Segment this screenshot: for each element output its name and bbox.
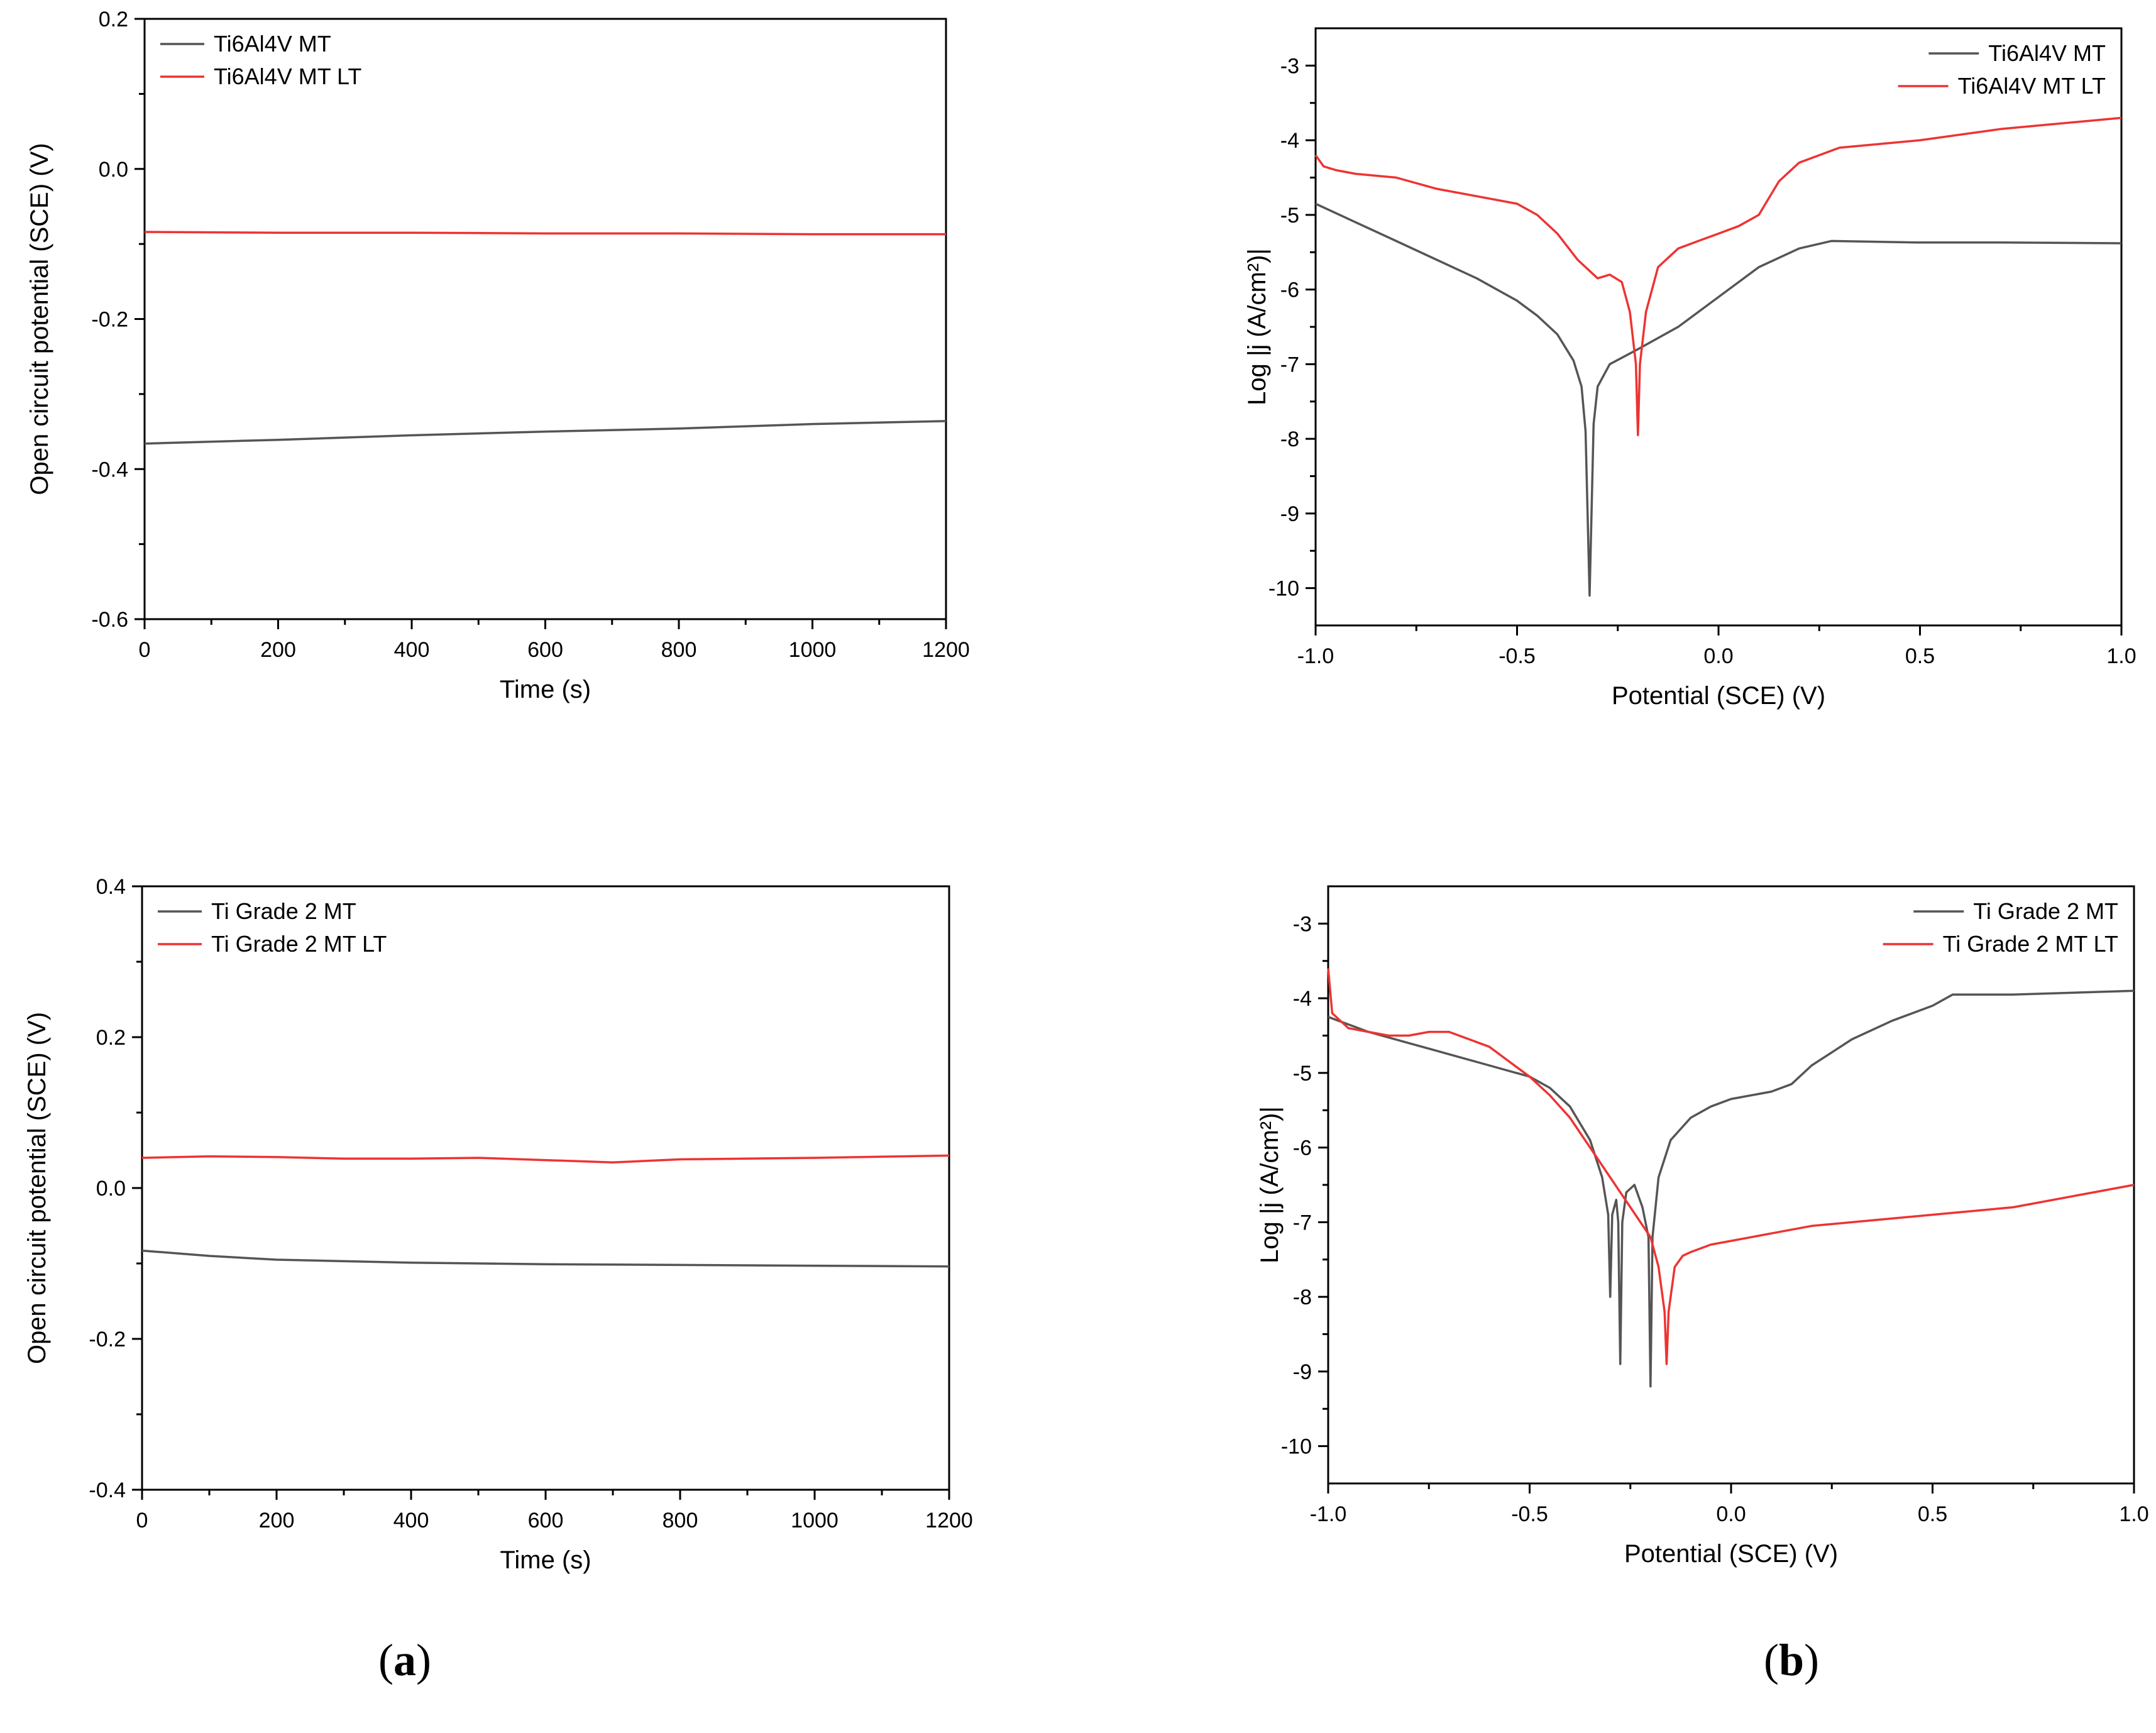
x-tick-label: 800	[661, 638, 697, 662]
y-tick-label: 0.2	[96, 1026, 126, 1050]
legend-label: Ti6Al4V MT LT	[1958, 73, 2106, 99]
y-axis-title: Open circuit potential (SCE) (V)	[26, 143, 53, 495]
series-line-mt	[1315, 202, 2122, 597]
series-line-mt-lt	[1314, 116, 2122, 436]
y-tick-label: -8	[1293, 1285, 1312, 1309]
y-tick-label: -6	[1280, 278, 1299, 302]
x-axis-title: Time (s)	[500, 1546, 591, 1574]
panel-label-a: (a)	[378, 1635, 431, 1685]
x-tick-label: 0	[136, 1509, 148, 1532]
y-tick-label: 0.0	[99, 158, 128, 182]
legend-label: Ti Grade 2 MT LT	[1943, 931, 2118, 957]
y-tick-label: -10	[1268, 577, 1299, 601]
x-tick-label: 1000	[789, 638, 837, 662]
y-tick-label: -5	[1293, 1062, 1312, 1086]
y-tick-label: 0.2	[99, 8, 128, 31]
series-line-mt	[144, 420, 947, 445]
y-tick-label: -9	[1280, 502, 1299, 526]
legend-label: Ti Grade 2 MT	[1973, 898, 2118, 924]
x-tick-label: 800	[663, 1509, 698, 1532]
series-line-mt	[141, 1249, 950, 1268]
y-tick-label: -0.4	[91, 458, 128, 481]
x-tick-label: 400	[394, 638, 430, 662]
y-tick-label: -10	[1281, 1435, 1312, 1459]
plot-frame	[1327, 885, 2135, 1485]
plot-frame	[143, 18, 947, 620]
x-tick-label: 0	[139, 638, 151, 662]
y-tick-label: -6	[1293, 1136, 1312, 1160]
x-tick-label: 1200	[922, 638, 970, 662]
y-tick-label: -7	[1280, 353, 1299, 377]
y-tick-label: -9	[1293, 1360, 1312, 1384]
legend-label: Ti Grade 2 MT	[211, 898, 356, 924]
y-tick-label: -4	[1280, 129, 1299, 153]
x-tick-label: -1.0	[1297, 644, 1334, 668]
x-tick-label: 1200	[925, 1509, 973, 1532]
chart-pol-ti-grade2: -1.0 -0.5 0.0 0.5 1.0 -10 -9 -8 -7 -6 -5 -4 -3 Potent…	[1256, 885, 2149, 1568]
plot-frame	[141, 885, 950, 1491]
y-axis-title: Log |j (A/cm²)|	[1256, 1106, 1284, 1263]
y-tick-label: -5	[1280, 204, 1299, 228]
y-tick-label: -4	[1293, 987, 1312, 1011]
legend-label: Ti6Al4V MT	[214, 31, 331, 57]
x-tick-label: -1.0	[1310, 1502, 1347, 1526]
x-tick-label: 0.5	[1905, 644, 1935, 668]
y-tick-label: 0.0	[96, 1177, 126, 1201]
x-axis-title: Potential (SCE) (V)	[1612, 682, 1825, 710]
legend-label: Ti Grade 2 MT LT	[211, 931, 387, 957]
legend-label: Ti6Al4V MT LT	[214, 63, 361, 89]
x-tick-label: 200	[260, 638, 296, 662]
x-tick-label: 0.0	[1716, 1502, 1746, 1526]
x-tick-label: 0.0	[1703, 644, 1733, 668]
panel-label-b: (b)	[1764, 1635, 1820, 1685]
x-tick-label: 600	[527, 638, 563, 662]
y-tick-label: -3	[1280, 54, 1299, 78]
x-tick-label: 1000	[791, 1509, 839, 1532]
x-tick-label: 200	[259, 1509, 295, 1532]
chart-pol-ti6al4v: -1.0 -0.5 0.0 0.5 1.0 -10 -9 -8 -7 -6 -5 -4 -3 Potent…	[1243, 27, 2137, 710]
series-line-mt-lt	[1327, 968, 2135, 1365]
x-tick-label: -0.5	[1499, 644, 1536, 668]
x-tick-label: 400	[393, 1509, 429, 1532]
y-tick-label: -0.6	[91, 608, 128, 632]
x-tick-label: 0.5	[1918, 1502, 1947, 1526]
y-tick-label: -3	[1293, 912, 1312, 936]
series-line-mt-lt	[144, 231, 946, 236]
x-tick-label: -0.5	[1511, 1502, 1548, 1526]
chart-ocp-ti-grade2: 0 200 400 600 800 1000 1200 -0.4 -0.2 0.0 0.2 0.4 Ti…	[23, 875, 973, 1574]
y-tick-label: -8	[1280, 427, 1299, 451]
x-tick-label: 1.0	[2119, 1502, 2148, 1526]
y-tick-label: -0.2	[89, 1328, 126, 1351]
series-line-mt	[1328, 989, 2135, 1388]
x-axis-title: Potential (SCE) (V)	[1624, 1540, 1838, 1568]
x-tick-label: 600	[528, 1509, 564, 1532]
y-tick-label: -0.4	[89, 1478, 126, 1502]
legend-label: Ti6Al4V MT	[1988, 40, 2106, 66]
plot-frame	[1314, 27, 2123, 627]
x-axis-title: Time (s)	[500, 676, 591, 703]
panel-label-b-letter: b	[1778, 1635, 1805, 1685]
panel-label-a-letter: a	[393, 1635, 416, 1685]
x-tick-label: 1.0	[2106, 644, 2136, 668]
y-tick-label: 0.4	[96, 875, 126, 899]
y-axis-title: Open circuit potential (SCE) (V)	[23, 1012, 51, 1364]
y-tick-label: -7	[1293, 1211, 1312, 1235]
y-tick-label: -0.2	[91, 308, 128, 332]
series-line-mt-lt	[141, 1154, 950, 1164]
y-axis-title: Log |j (A/cm²)|	[1243, 248, 1271, 405]
chart-ocp-ti6al4v: 0 200 400 600 800 1000 1200 -0.6 -0.4 -0.2 0.0 0.2 T…	[26, 8, 970, 703]
